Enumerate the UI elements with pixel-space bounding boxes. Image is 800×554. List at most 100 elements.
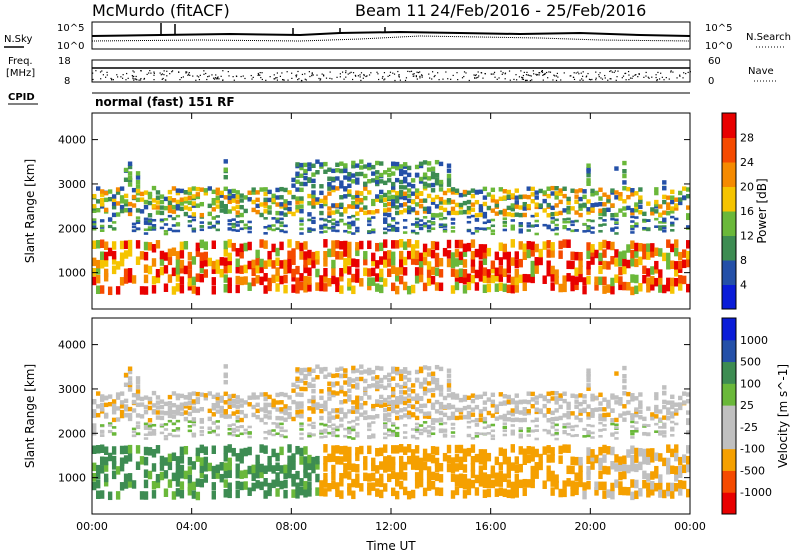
velocity-cell: [107, 430, 113, 434]
velocity-cell: [430, 446, 436, 455]
velocity-cell: [594, 487, 599, 496]
power-cell: [279, 202, 284, 207]
velocity-colorbar-tick: -1000: [740, 486, 772, 499]
velocity-cell: [398, 471, 404, 480]
velocity-cell: [99, 431, 105, 434]
power-cell: [111, 197, 117, 203]
power-cell: [518, 194, 523, 200]
power-cell: [267, 227, 272, 230]
velocity-cell: [379, 473, 384, 483]
power-cell: [562, 224, 567, 228]
power-cell: [654, 190, 659, 196]
power-cell: [307, 256, 312, 266]
velocity-cell: [570, 456, 575, 466]
velocity-cell: [335, 381, 340, 386]
velocity-cell: [247, 432, 252, 435]
velocity-cell: [207, 462, 212, 472]
power-cell: [275, 247, 280, 257]
power-cell: [610, 203, 615, 208]
power-cell: [558, 250, 563, 259]
power-cell: [223, 203, 228, 209]
power-cell: [215, 215, 220, 218]
power-cell: [215, 191, 220, 196]
velocity-cell: [662, 422, 667, 426]
velocity-cell: [263, 445, 268, 454]
nave-dot: [535, 74, 538, 76]
power-cell: [267, 258, 272, 267]
power-cell: [446, 198, 452, 203]
velocity-cell: [319, 429, 324, 433]
power-cell: [414, 256, 420, 266]
power-cell: [422, 243, 428, 253]
power-cell: [462, 259, 468, 268]
power-cell: [323, 258, 328, 267]
power-cell: [554, 186, 559, 191]
noise-spikes: [160, 23, 386, 35]
power-cell: [642, 243, 647, 253]
nave-dot: [251, 78, 253, 80]
power-cell: [367, 219, 372, 223]
power-cell: [339, 267, 344, 277]
power-cell: [359, 207, 364, 212]
power-cell: [319, 275, 324, 284]
power-cell: [391, 240, 396, 249]
nave-dot: [413, 73, 415, 75]
nave-dot: [578, 73, 580, 75]
velocity-cell: [387, 433, 392, 437]
power-colorbar-frame: [721, 112, 737, 310]
velocity-cell: [502, 417, 508, 422]
power-cell: [383, 217, 388, 220]
velocity-cell: [223, 372, 228, 377]
velocity-cell: [335, 488, 340, 498]
velocity-cell: [402, 413, 408, 418]
velocity-cell: [550, 447, 555, 456]
power-cell: [670, 229, 675, 232]
power-cell: [267, 277, 272, 287]
velocity-cell: [155, 479, 161, 489]
power-cell: [315, 200, 320, 205]
power-cell: [235, 190, 240, 195]
power-cell: [450, 187, 456, 192]
nave-dot: [350, 71, 352, 73]
velocity-cell: [159, 399, 165, 404]
power-cell: [175, 251, 181, 260]
velocity-cell: [586, 424, 591, 427]
velocity-cell: [275, 462, 280, 472]
velocity-cell: [406, 393, 412, 398]
nave-dot: [252, 76, 254, 79]
power-cell: [191, 256, 197, 265]
power-cell: [398, 195, 404, 200]
power-cell: [590, 219, 595, 223]
nave-dot: [192, 75, 194, 77]
velocity-cell: [438, 401, 444, 407]
velocity-cell: [391, 390, 396, 395]
velocity-cell: [287, 463, 292, 472]
power-cell: [678, 275, 683, 284]
power-cell: [454, 249, 460, 258]
velocity-cell: [626, 487, 631, 496]
power-colorbar-tick: 20: [740, 181, 754, 194]
power-cell: [207, 211, 212, 217]
velocity-cell: [470, 407, 476, 412]
velocity-cell: [402, 486, 408, 496]
power-cell: [327, 176, 332, 181]
freq-unit-label: [MHz]: [6, 68, 35, 79]
nave-dot: [595, 71, 597, 73]
power-cell: [143, 251, 149, 261]
velocity-cell: [391, 429, 396, 433]
power-cell: [107, 217, 113, 220]
power-cell: [227, 222, 232, 226]
velocity-colorbar-segment: [722, 383, 736, 406]
power-cell: [251, 267, 256, 277]
power-cell: [191, 194, 197, 199]
velocity-cell: [299, 401, 304, 406]
nave-dot: [138, 79, 140, 81]
velocity-cell: [223, 379, 228, 385]
velocity-cell: [279, 446, 284, 456]
velocity-cell: [662, 390, 667, 396]
power-cell: [291, 177, 296, 183]
power-cell: [614, 274, 619, 283]
power-cell: [347, 189, 352, 194]
velocity-cell: [347, 388, 352, 393]
velocity-cell: [123, 480, 129, 489]
